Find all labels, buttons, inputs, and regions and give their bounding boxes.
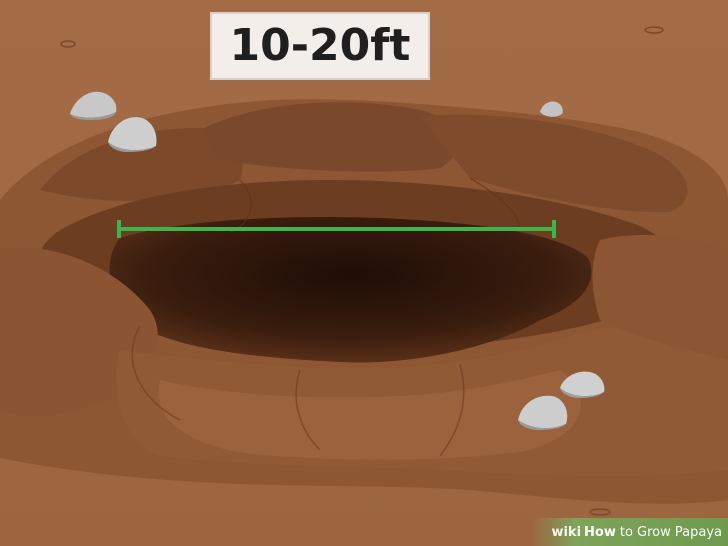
pebble [589, 508, 611, 516]
contour-line [131, 325, 181, 421]
pebble [644, 26, 664, 34]
measurement-line-icon [117, 220, 556, 238]
mound-lump [420, 114, 688, 213]
rock-icon [518, 395, 568, 430]
contour-line [439, 363, 465, 457]
contour-line [295, 369, 321, 451]
pebble [60, 40, 76, 48]
watermark-title: to Grow Papaya [619, 524, 722, 540]
mound-lump [40, 127, 243, 201]
rock-icon [560, 371, 605, 398]
rock-icon [70, 91, 117, 120]
rim-lump [592, 235, 728, 360]
rim-lump [158, 370, 581, 460]
measurement-label-text: 10-20ft [229, 20, 411, 71]
watermark: wiki How to Grow Papaya [532, 518, 728, 546]
mound-lump [200, 102, 458, 172]
rock-icon [108, 117, 157, 152]
measurement-label: 10-20ft [210, 12, 430, 80]
hole [109, 216, 592, 363]
watermark-brand: wiki [551, 524, 582, 540]
rock-icon [540, 101, 563, 117]
watermark-how: How [584, 524, 616, 540]
contour-line [469, 177, 521, 231]
